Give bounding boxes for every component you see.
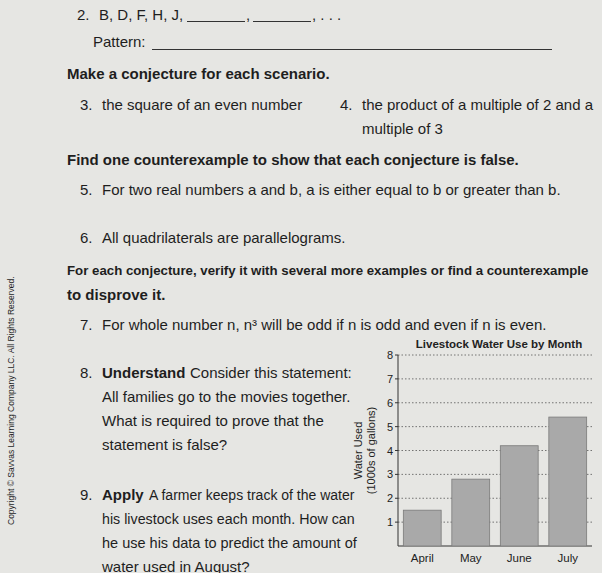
tick-label: 5 [387, 421, 393, 433]
category-label: July [558, 552, 579, 564]
problem-text: All quadrilaterals are parallelograms. [102, 226, 345, 250]
category-label: June [507, 552, 532, 564]
problem-number: 6. [80, 226, 93, 250]
pattern-label: Pattern: [93, 30, 146, 54]
problem-text: Consider this statement: [190, 361, 352, 385]
section-heading: Make a conjecture for each scenario. [67, 62, 330, 86]
y-axis-label: Water Used(1000s of gallons) [352, 407, 377, 494]
answer-blank [187, 21, 245, 22]
problem-text: statement is false? [102, 433, 227, 457]
problem-text: For two real numbers a and b, a is eithe… [102, 178, 561, 202]
chart: Livestock Water Use by Month 1 2 3 4 5 6 7 8 Wate… [0, 0, 602, 573]
bar [500, 446, 538, 546]
bar [403, 510, 441, 546]
category-label: May [460, 552, 482, 564]
problem-number: 2. [77, 3, 90, 27]
problem-number: 8. [80, 361, 93, 385]
problem-text: he use his data to predict the amount of [102, 531, 357, 555]
sequence-text: , [246, 3, 250, 27]
section-heading: to disprove it. [67, 283, 165, 307]
problem-text: For whole number n, n³ will be odd if n … [102, 313, 546, 337]
tick-label: 7 [387, 373, 393, 385]
problem-label: Apply [102, 483, 144, 507]
grid-line [398, 378, 592, 379]
answer-blank [152, 49, 552, 50]
problem-label: Understand [102, 361, 185, 385]
problem-text: What is required to prove that the [102, 409, 324, 433]
problem-number: 7. [80, 313, 93, 337]
sequence-text: , . . . [312, 3, 341, 27]
tick-label: 4 [387, 445, 393, 457]
problem-text: multiple of 3 [362, 117, 443, 141]
sequence-text: B, D, F, H, J, [99, 3, 183, 27]
problem-text: A farmer keeps track of the water [149, 483, 354, 507]
problem-text: the square of an even number [102, 93, 302, 117]
problem-number: 3. [80, 93, 93, 117]
problem-number: 9. [80, 483, 93, 507]
problem-text: his livestock uses each month. How can [102, 507, 355, 531]
bar [452, 479, 490, 546]
tick-label: 8 [387, 349, 393, 361]
copyright-note: Copyright © Savvas Learning Company LLC.… [6, 276, 16, 525]
problem-text: water used in August? [102, 555, 250, 573]
answer-blank [253, 21, 311, 22]
grid-line [398, 402, 592, 403]
tick-label: 2 [387, 492, 393, 504]
y-axis-label-line: (1000s of gallons) [365, 407, 377, 494]
problem-text: the product of a multiple of 2 and a [362, 93, 593, 117]
section-heading: For each conjecture, verify it with seve… [67, 259, 588, 283]
tick-label: 6 [387, 397, 393, 409]
grid-line [398, 355, 592, 356]
bar [549, 417, 587, 546]
y-axis-label-line: Water Used [352, 422, 364, 480]
tick-label: 3 [387, 468, 393, 480]
problem-text: All families go to the movies together. [102, 385, 350, 409]
category-label: April [411, 552, 434, 564]
problem-number: 4. [340, 93, 353, 117]
chart-title: Livestock Water Use by Month [416, 338, 582, 350]
tick-label: 1 [387, 516, 393, 528]
bars [403, 417, 586, 546]
y-axis [398, 355, 399, 546]
problem-number: 5. [80, 178, 93, 202]
section-heading: Find one counterexample to show that eac… [67, 148, 519, 172]
